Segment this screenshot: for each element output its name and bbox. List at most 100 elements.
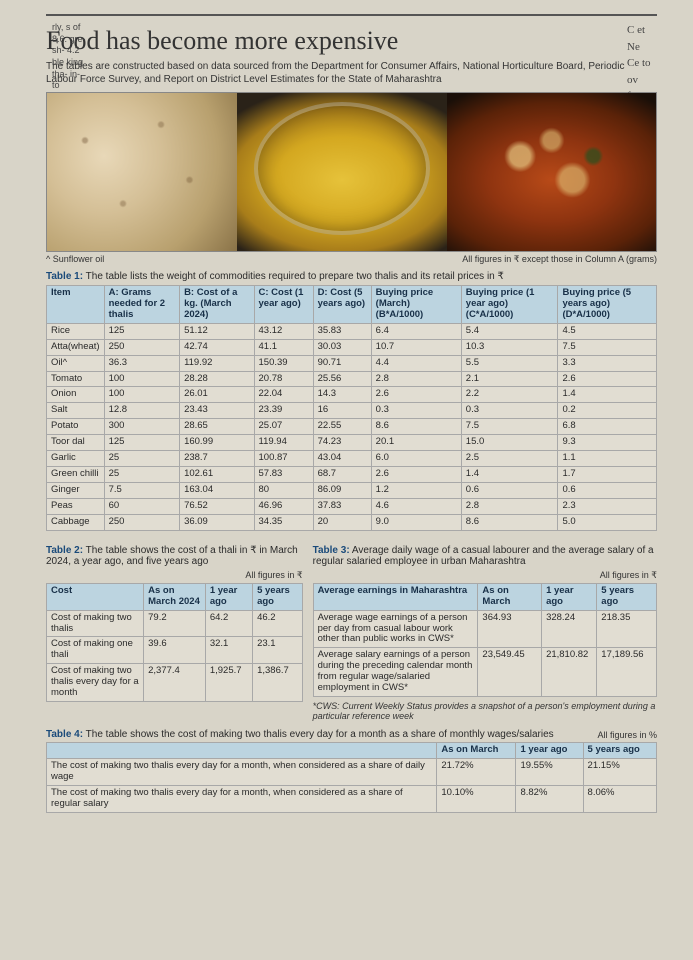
- table-cell: 76.52: [180, 498, 254, 514]
- table-row: Cost of making one thali39.632.123.1: [47, 637, 303, 664]
- table-cell: 300: [104, 419, 179, 435]
- table-cell: 100: [104, 387, 179, 403]
- table-cell: Ginger: [47, 482, 105, 498]
- table-cell: 20.1: [371, 435, 461, 451]
- hero-dal: [237, 93, 446, 251]
- table-cell: 12.8: [104, 403, 179, 419]
- table-cell: 119.94: [254, 435, 313, 451]
- column-header: 5 years ago: [583, 743, 656, 759]
- table-row: Tomato10028.2820.7825.562.82.12.6: [47, 371, 657, 387]
- table-cell: 10.3: [461, 339, 558, 355]
- table-cell: 20.78: [254, 371, 313, 387]
- table4-allfig: All figures in %: [597, 730, 657, 740]
- table-cell: 5.5: [461, 355, 558, 371]
- table-cell: 30.03: [313, 339, 371, 355]
- table-cell: 328.24: [542, 610, 597, 648]
- table-cell: 37.83: [313, 498, 371, 514]
- table-cell: 0.3: [371, 403, 461, 419]
- table-cell: 10.10%: [437, 785, 516, 812]
- table-row: Onion10026.0122.0414.32.62.21.4: [47, 387, 657, 403]
- table4: As on March1 year ago5 years ago The cos…: [46, 742, 657, 813]
- table-cell: 17,189.56: [597, 648, 657, 697]
- table3: Average earnings in MaharashtraAs on Mar…: [313, 583, 657, 697]
- table-row: Cost of making two thalis79.264.246.2: [47, 610, 303, 637]
- table-cell: Cost of making two thalis: [47, 610, 144, 637]
- table-cell: 25: [104, 467, 179, 483]
- table1-caption: Table 1: The table lists the weight of c…: [46, 271, 657, 282]
- table2: CostAs on March 20241 year ago5 years ag…: [46, 583, 303, 702]
- column-header: 1 year ago: [542, 583, 597, 610]
- table-row: Average salary earnings of a person duri…: [313, 648, 656, 697]
- table-cell: 21.15%: [583, 758, 656, 785]
- table-cell: 21.72%: [437, 758, 516, 785]
- table-cell: 22.55: [313, 419, 371, 435]
- table-cell: 5.4: [461, 323, 558, 339]
- table-cell: 250: [104, 514, 179, 530]
- table-cell: 1.2: [371, 482, 461, 498]
- table-cell: The cost of making two thalis every day …: [47, 758, 437, 785]
- column-header: 5 years ago: [253, 583, 303, 610]
- column-header: D: Cost (5 years ago): [313, 286, 371, 324]
- table-cell: 51.12: [180, 323, 254, 339]
- table-cell: 4.6: [371, 498, 461, 514]
- table-cell: 80: [254, 482, 313, 498]
- table-cell: 60: [104, 498, 179, 514]
- table-cell: Cost of making two thalis every day for …: [47, 664, 144, 702]
- table-cell: 3.3: [558, 355, 657, 371]
- table-cell: 0.6: [558, 482, 657, 498]
- table-row: Rice12551.1243.1235.836.45.44.5: [47, 323, 657, 339]
- table-cell: 20: [313, 514, 371, 530]
- table-cell: Average salary earnings of a person duri…: [313, 648, 478, 697]
- table-cell: 25.56: [313, 371, 371, 387]
- table4-caption: Table 4: The table shows the cost of mak…: [46, 729, 589, 740]
- table-cell: 74.23: [313, 435, 371, 451]
- column-header: Item: [47, 286, 105, 324]
- table-cell: 2.1: [461, 371, 558, 387]
- table-cell: 86.09: [313, 482, 371, 498]
- table-cell: Peas: [47, 498, 105, 514]
- table-cell: 46.2: [253, 610, 303, 637]
- table-cell: 8.6: [461, 514, 558, 530]
- column-header: C: Cost (1 year ago): [254, 286, 313, 324]
- table-cell: 32.1: [205, 637, 252, 664]
- table-cell: 160.99: [180, 435, 254, 451]
- hero-roti: [47, 93, 237, 251]
- table-cell: 43.12: [254, 323, 313, 339]
- table-cell: 23.39: [254, 403, 313, 419]
- left-cropped-text: rly, s of 8.6. gre- sh- 4.2 ble king tha…: [52, 22, 86, 92]
- table-cell: 1.1: [558, 451, 657, 467]
- table-cell: 2.2: [461, 387, 558, 403]
- table2-allfig: All figures in ₹: [46, 570, 303, 581]
- table-cell: 102.61: [180, 467, 254, 483]
- table-cell: 16: [313, 403, 371, 419]
- table-cell: Oil^: [47, 355, 105, 371]
- table-cell: 43.04: [313, 451, 371, 467]
- table-cell: 25.07: [254, 419, 313, 435]
- table-cell: 1.7: [558, 467, 657, 483]
- table-cell: 1.4: [558, 387, 657, 403]
- table-cell: 119.92: [180, 355, 254, 371]
- column-header: Buying price (5 years ago) (D*A/1000): [558, 286, 657, 324]
- column-header: 5 years ago: [597, 583, 657, 610]
- table-cell: 163.04: [180, 482, 254, 498]
- table-cell: 36.09: [180, 514, 254, 530]
- table-cell: 7.5: [104, 482, 179, 498]
- table-cell: 9.3: [558, 435, 657, 451]
- table-cell: 8.06%: [583, 785, 656, 812]
- table-cell: 64.2: [205, 610, 252, 637]
- table-cell: 2.6: [558, 371, 657, 387]
- table-row: Ginger7.5163.048086.091.20.60.6: [47, 482, 657, 498]
- table-cell: 2.6: [371, 467, 461, 483]
- table3-footnote: *CWS: Current Weekly Status provides a s…: [313, 701, 657, 721]
- headline: Food has become more expensive: [46, 14, 657, 56]
- table-cell: 23,549.45: [478, 648, 542, 697]
- table-cell: 46.96: [254, 498, 313, 514]
- column-header: A: Grams needed for 2 thalis: [104, 286, 179, 324]
- table-cell: 1.4: [461, 467, 558, 483]
- table-cell: Potato: [47, 419, 105, 435]
- table-cell: 0.2: [558, 403, 657, 419]
- table2-caption: Table 2: The table shows the cost of a t…: [46, 545, 303, 567]
- table-cell: 68.7: [313, 467, 371, 483]
- table-row: Salt12.823.4323.39160.30.30.2: [47, 403, 657, 419]
- table-cell: 21,810.82: [542, 648, 597, 697]
